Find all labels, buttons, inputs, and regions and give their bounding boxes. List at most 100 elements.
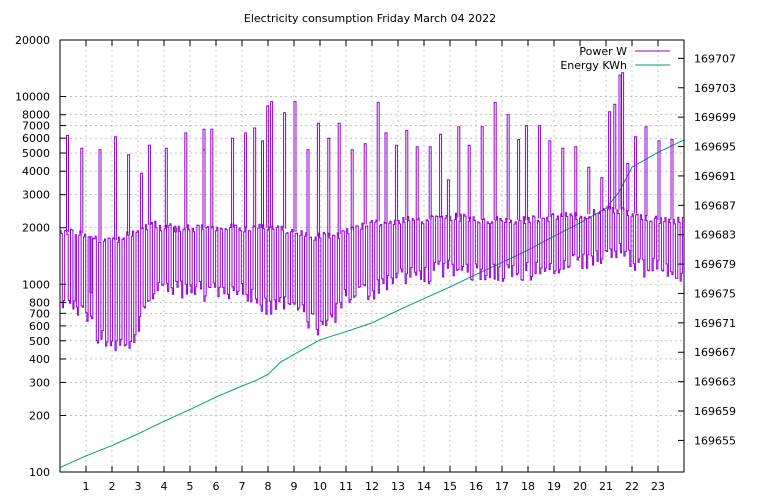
power-spike [561, 147, 565, 217]
power-spike [480, 126, 484, 220]
y2-tick-label: 169683 [694, 229, 736, 242]
y-tick-label: 8000 [22, 109, 50, 122]
legend-label-energy: Energy KWh [560, 59, 627, 72]
y-tick-label: 800 [29, 296, 50, 309]
power-spike [266, 105, 270, 228]
energy-line [59, 139, 685, 469]
power-spike [394, 144, 398, 221]
x-tick-label: 4 [161, 480, 168, 493]
power-spike [621, 72, 625, 211]
power-spike [184, 132, 188, 228]
power-spike [517, 139, 521, 220]
y2-tick-label: 169675 [694, 287, 736, 300]
y-tick-label: 200 [29, 409, 50, 422]
power-spike [89, 236, 93, 294]
y-tick-label: 400 [29, 353, 50, 366]
x-tick-label: 13 [391, 480, 405, 493]
x-tick-label: 18 [521, 480, 535, 493]
axes [59, 39, 685, 473]
tick-labels: 1 2 3 4 5 6 7 8 9 10 11 12 13 14 15 16 17 18 19 20 21 22 23100… [15, 34, 736, 493]
y2-tick-label: 169659 [694, 405, 736, 418]
power-spike [644, 126, 648, 217]
power-spike [210, 128, 214, 228]
y-tick-label: 20000 [15, 34, 50, 47]
y-tick-label: 1000 [22, 278, 50, 291]
x-tick-label: 9 [291, 480, 298, 493]
power-spike [376, 101, 380, 222]
x-tick-label: 14 [417, 480, 431, 493]
power-spike [293, 101, 297, 232]
y-tick-label: 600 [29, 320, 50, 333]
y2-tick-label: 169655 [694, 434, 736, 447]
y2-tick-label: 169691 [694, 170, 736, 183]
power-spike [327, 137, 331, 237]
power-spike [202, 128, 206, 228]
x-tick-label: 21 [599, 480, 613, 493]
power-spike [66, 135, 69, 232]
y-tick-label: 10000 [15, 91, 50, 104]
y-tick-label: 2000 [22, 222, 50, 235]
power-spike [587, 166, 591, 215]
power-spike [244, 132, 248, 228]
y-tick-label: 5000 [22, 147, 50, 160]
power-spike [467, 144, 471, 219]
y-tick-label: 100 [29, 466, 50, 479]
y-tick-label: 7000 [22, 120, 50, 133]
power-spike [626, 163, 630, 212]
y-tick-label: 6000 [22, 132, 50, 145]
power-spike [548, 140, 552, 218]
x-tick-label: 1 [83, 480, 90, 493]
x-tick-label: 12 [365, 480, 379, 493]
power-spike [618, 74, 622, 210]
power-spike [446, 179, 450, 217]
x-tick-label: 10 [313, 480, 327, 493]
y2-tick-label: 169679 [694, 258, 736, 271]
power-spike [506, 114, 510, 220]
x-tick-label: 8 [265, 480, 272, 493]
power-spike [80, 147, 84, 234]
y2-tick-label: 169667 [694, 346, 736, 359]
power-spike [98, 149, 102, 241]
power-spike [306, 149, 310, 237]
legend: Power W Energy KWh [560, 45, 670, 72]
power-spike [600, 177, 604, 211]
energy-series [59, 139, 685, 469]
power-spike [493, 101, 497, 220]
y2-tick-label: 169703 [694, 82, 736, 95]
power-spike [127, 154, 131, 235]
x-tick-label: 16 [469, 480, 483, 493]
power-spike [439, 133, 443, 218]
power-spike [670, 139, 674, 220]
x-tick-label: 3 [135, 480, 142, 493]
power-spike [253, 127, 257, 228]
power-spike [428, 146, 432, 220]
x-tick-label: 22 [625, 480, 639, 493]
power-spike [574, 146, 578, 217]
y2-tick-label: 169695 [694, 141, 736, 154]
y2-tick-label: 169687 [694, 199, 736, 212]
y-tick-label: 700 [29, 307, 50, 320]
power-spike [350, 149, 354, 231]
power-spike [283, 112, 287, 229]
power-spike [316, 122, 320, 237]
power-spike [173, 227, 177, 233]
y2-tick-label: 169663 [694, 376, 736, 389]
power-spike [415, 146, 419, 220]
power-spike [337, 122, 341, 235]
chart-title: Electricity consumption Friday March 04 … [244, 12, 496, 25]
x-tick-label: 23 [651, 480, 665, 493]
power-spike [164, 147, 168, 228]
y2-tick-label: 169699 [694, 111, 736, 124]
power-series [60, 72, 685, 352]
power-spike [261, 140, 264, 228]
power-spike [270, 101, 274, 228]
power-spike [613, 103, 617, 210]
power-spike [231, 137, 235, 228]
y-tick-label: 500 [29, 335, 50, 348]
x-tick-label: 19 [547, 480, 561, 493]
x-tick-label: 11 [339, 480, 353, 493]
power-spike [147, 144, 151, 225]
plot-frame [59, 39, 685, 473]
power-spike [634, 136, 638, 214]
y2-tick-label: 169671 [694, 317, 736, 330]
